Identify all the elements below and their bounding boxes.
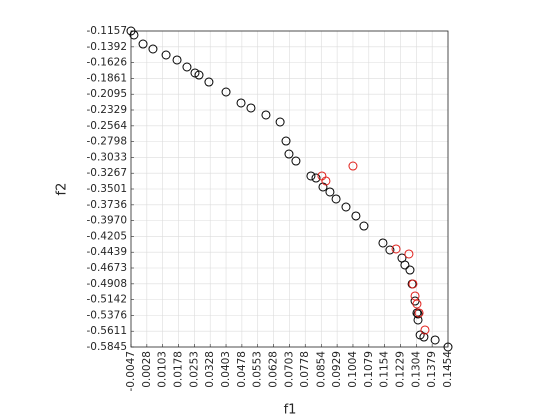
x-tick-label: 0.0403 (220, 351, 232, 388)
point (246, 103, 256, 113)
point (348, 161, 358, 171)
x-tick-label: 0.1379 (426, 351, 438, 388)
point (430, 335, 440, 345)
point (405, 265, 415, 275)
x-tick-label: 0.1154 (379, 351, 391, 388)
x-tick-label: 0.1229 (394, 351, 406, 388)
point (400, 260, 410, 270)
point (419, 332, 429, 342)
x-tick-label: 0.0328 (204, 351, 216, 388)
axes-box (130, 30, 449, 348)
y-tick-label: -0.1626 (86, 57, 127, 69)
y-tick-label: -0.5142 (86, 294, 127, 306)
x-tick-label: 0.1079 (363, 351, 375, 388)
x-tick-label: 0.0028 (141, 351, 153, 388)
point (414, 308, 424, 318)
x-tick-label: 0.0929 (331, 351, 343, 388)
point (413, 315, 423, 325)
point (204, 77, 214, 87)
point (412, 308, 422, 318)
y-tick-label: -0.5376 (86, 309, 127, 321)
y-tick-label: -0.5611 (86, 325, 127, 337)
point (284, 149, 294, 159)
point (385, 245, 395, 255)
point (221, 87, 231, 97)
x-tick-label: 0.1454 (442, 351, 454, 388)
point (413, 309, 423, 319)
x-tick-label: 0.0253 (188, 351, 200, 388)
y-tick-label: -0.4205 (86, 230, 127, 242)
x-tick-label: 0.0178 (173, 351, 185, 388)
point (351, 211, 361, 221)
y-tick-label: -0.2798 (86, 136, 127, 148)
y-tick-label: -0.3033 (86, 151, 127, 163)
point (404, 249, 414, 259)
point (443, 342, 453, 352)
point (194, 70, 204, 80)
y-tick-label: -0.1392 (86, 41, 127, 53)
x-tick-label: 0.1004 (347, 351, 359, 388)
point (182, 62, 192, 72)
point (129, 30, 139, 40)
point (138, 39, 148, 49)
x-tick-label: -0.0047 (125, 351, 137, 392)
point (291, 156, 301, 166)
x-tick-label: 0.0703 (283, 351, 295, 388)
y-tick-label: -0.2564 (86, 120, 127, 132)
point (281, 136, 291, 146)
y-tick-label: -0.2095 (86, 88, 127, 100)
point (172, 55, 182, 65)
y-tick-label: -0.3501 (86, 183, 127, 195)
point (378, 238, 388, 248)
point (321, 176, 331, 186)
y-tick-label: -0.2329 (86, 104, 127, 116)
point (148, 44, 158, 54)
y-tick-label: -0.3267 (86, 167, 127, 179)
x-tick-label: 0.0628 (268, 351, 280, 388)
x-tick-label: 0.0778 (299, 351, 311, 388)
y-tick-label: -0.1861 (86, 72, 127, 84)
point (306, 171, 316, 181)
point (412, 299, 422, 309)
point (408, 279, 418, 289)
x-axis-label: f1 (284, 403, 297, 418)
x-tick-label: 0.0478 (236, 351, 248, 388)
y-tick-label: -0.4908 (86, 278, 127, 290)
point (161, 50, 171, 60)
point (318, 182, 328, 192)
point (410, 296, 420, 306)
point (325, 187, 335, 197)
point (391, 244, 401, 254)
point (341, 202, 351, 212)
point (311, 173, 321, 183)
x-tick-label: 0.1304 (410, 351, 422, 388)
point (236, 98, 246, 108)
x-tick-label: 0.0553 (252, 351, 264, 388)
y-tick-label: -0.4673 (86, 262, 127, 274)
y-tick-label: -0.3736 (86, 199, 127, 211)
x-tick-label: 0.0854 (315, 351, 327, 388)
y-tick-label: -0.5845 (86, 341, 127, 353)
point (261, 110, 271, 120)
point (420, 325, 430, 335)
y-axis-label: f2 (55, 183, 70, 196)
x-tick-label: 0.0103 (157, 351, 169, 388)
y-tick-label: -0.3970 (86, 215, 127, 227)
point (359, 221, 369, 231)
point (331, 194, 341, 204)
y-tick-label: -0.1157 (86, 25, 127, 37)
y-tick-label: -0.4439 (86, 246, 127, 258)
point (275, 117, 285, 127)
